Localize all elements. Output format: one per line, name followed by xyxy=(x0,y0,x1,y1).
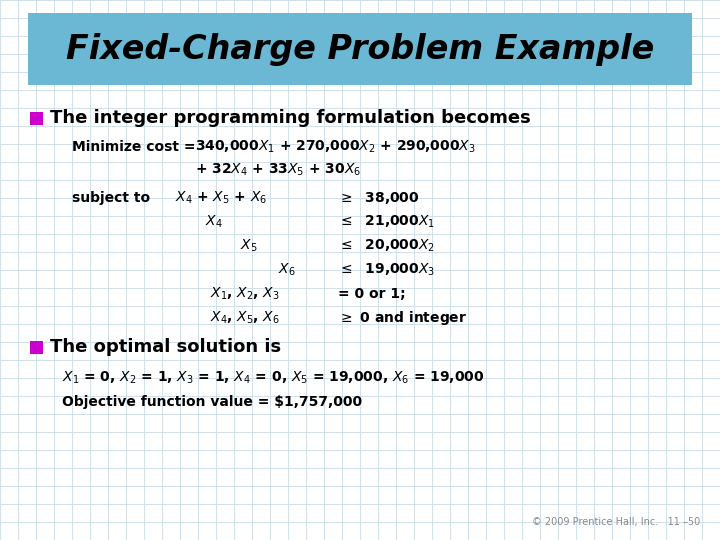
Bar xyxy=(30,112,43,125)
Text: © 2009 Prentice Hall, Inc.   11 –50: © 2009 Prentice Hall, Inc. 11 –50 xyxy=(532,517,700,527)
Text: $\mathit{X}_4$: $\mathit{X}_4$ xyxy=(205,214,222,230)
Text: $\mathit{X}_4$, $\mathit{X}_5$, $\mathit{X}_6$: $\mathit{X}_4$, $\mathit{X}_5$, $\mathit… xyxy=(210,310,280,326)
Text: $\mathit{X}_1$, $\mathit{X}_2$, $\mathit{X}_3$: $\mathit{X}_1$, $\mathit{X}_2$, $\mathit… xyxy=(210,286,280,302)
Text: $\leq$  21,000$\mathit{X}_1$: $\leq$ 21,000$\mathit{X}_1$ xyxy=(338,214,435,230)
Text: $\geq$  38,000: $\geq$ 38,000 xyxy=(338,190,420,206)
Text: + 32$\mathit{X}_4$ + 33$\mathit{X}_5$ + 30$\mathit{X}_6$: + 32$\mathit{X}_4$ + 33$\mathit{X}_5$ + … xyxy=(195,162,361,178)
Text: Objective function value = $1,757,000: Objective function value = $1,757,000 xyxy=(62,395,362,409)
Bar xyxy=(28,13,692,85)
Text: Fixed-Charge Problem Example: Fixed-Charge Problem Example xyxy=(66,32,654,65)
Text: $\mathit{X}_4$ + $\mathit{X}_5$ + $\mathit{X}_6$: $\mathit{X}_4$ + $\mathit{X}_5$ + $\math… xyxy=(175,190,267,206)
Text: 340,000$\mathit{X}_1$ + 270,000$\mathit{X}_2$ + 290,000$\mathit{X}_3$: 340,000$\mathit{X}_1$ + 270,000$\mathit{… xyxy=(195,139,476,155)
Text: subject to: subject to xyxy=(72,191,150,205)
Text: $\geq$ 0 and integer: $\geq$ 0 and integer xyxy=(338,309,467,327)
Text: Minimize cost =: Minimize cost = xyxy=(72,140,200,154)
Text: $\leq$  20,000$\mathit{X}_2$: $\leq$ 20,000$\mathit{X}_2$ xyxy=(338,238,435,254)
Text: = 0 or 1;: = 0 or 1; xyxy=(338,287,405,301)
Text: $\leq$  19,000$\mathit{X}_3$: $\leq$ 19,000$\mathit{X}_3$ xyxy=(338,262,435,278)
Text: $\mathit{X}_6$: $\mathit{X}_6$ xyxy=(278,262,296,278)
Bar xyxy=(30,341,43,354)
Text: $\mathit{X}_5$: $\mathit{X}_5$ xyxy=(240,238,258,254)
Text: The integer programming formulation becomes: The integer programming formulation beco… xyxy=(50,109,531,127)
Text: $\mathit{X}_1$ = 0, $\mathit{X}_2$ = 1, $\mathit{X}_3$ = 1, $\mathit{X}_4$ = 0, : $\mathit{X}_1$ = 0, $\mathit{X}_2$ = 1, … xyxy=(62,370,485,386)
Text: The optimal solution is: The optimal solution is xyxy=(50,338,281,356)
